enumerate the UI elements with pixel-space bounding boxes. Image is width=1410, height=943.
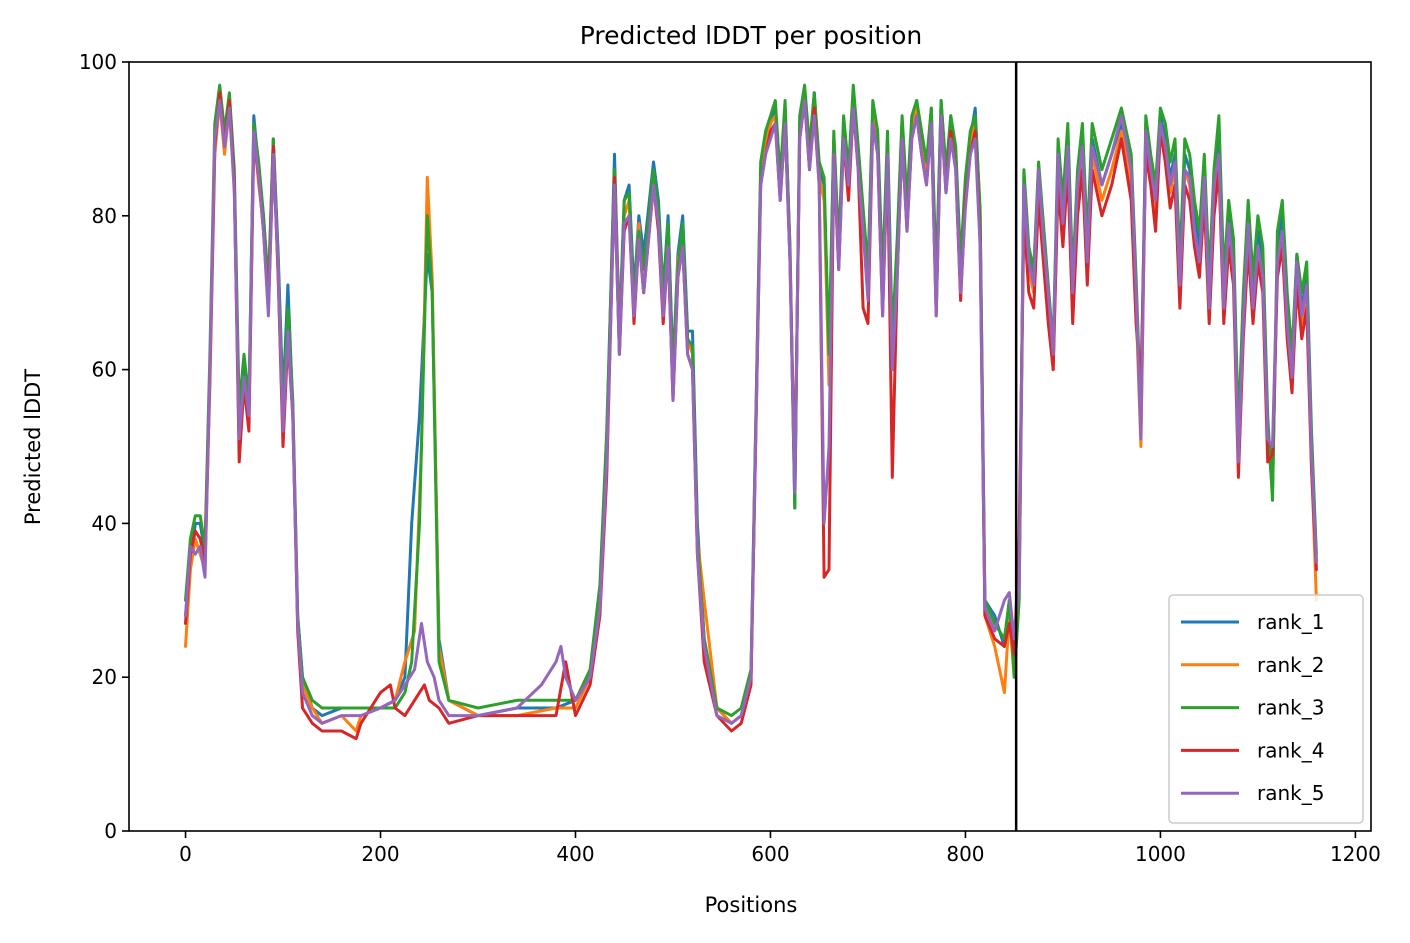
x-axis-ticks: 0 200 400 600 800 1000 1200 [179,831,1381,866]
y-tick-label: 100 [79,50,117,74]
legend-label-rank-5: rank_5 [1257,781,1324,805]
chart-title: Predicted lDDT per position [580,21,922,50]
x-tick-label: 400 [556,842,594,866]
y-tick-label: 40 [92,511,117,535]
x-tick-label: 600 [751,842,789,866]
y-tick-label: 0 [104,819,117,843]
x-tick-label: 0 [179,842,192,866]
y-tick-label: 20 [92,665,117,689]
legend-label-rank-1: rank_1 [1257,610,1324,634]
legend-box [1168,594,1364,824]
y-axis-title: Predicted lDDT [21,369,45,525]
plot-area [128,61,1372,832]
x-tick-label: 1000 [1135,842,1186,866]
x-tick-label: 800 [946,842,984,866]
y-axis-ticks: 0 20 40 60 80 100 [79,50,129,843]
legend-label-rank-3: rank_3 [1257,696,1324,720]
plot-frame [128,61,1372,832]
x-tick-label: 1200 [1330,842,1381,866]
legend-label-rank-2: rank_2 [1257,653,1324,677]
y-tick-label: 60 [92,358,117,382]
series-line-rank-5 [184,99,1318,725]
y-tick-label: 80 [92,204,117,228]
legend: rank_1 rank_2 rank_3 rank_4 rank_5 [1168,594,1364,824]
legend-label-rank-4: rank_4 [1257,738,1324,762]
x-tick-label: 200 [361,842,399,866]
x-axis-title: Positions [705,893,798,917]
